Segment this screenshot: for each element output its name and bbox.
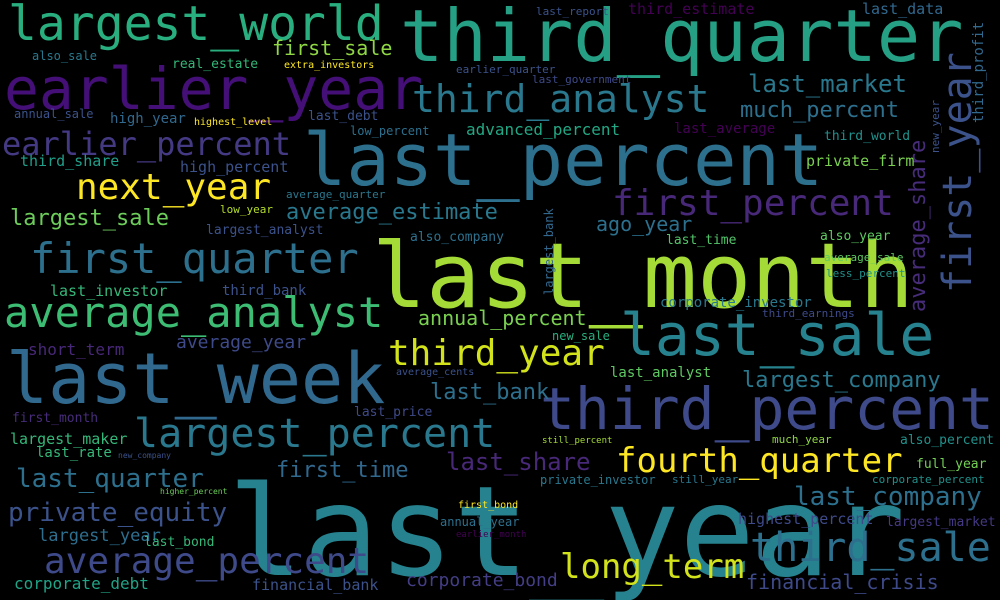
word-largest-world: largest_world	[8, 0, 384, 52]
word-extra-investors: extra_investors	[284, 60, 375, 71]
word-third-year: third_year	[388, 333, 605, 374]
word-last-report: last_report	[536, 5, 609, 18]
word-third-earnings: third_earnings	[762, 307, 855, 320]
word-first-bond: first_bond	[458, 500, 519, 511]
word-still-percent: still_percent	[542, 436, 613, 446]
word-annual-year: annual_year	[440, 515, 520, 529]
word-earlier-quarter: earlier_quarter	[456, 63, 556, 76]
word-third-share: third_share	[20, 152, 120, 170]
word-also-sale: also_sale	[32, 49, 98, 63]
word-much-year: much_year	[772, 433, 832, 446]
word-private-equity: private_equity	[8, 498, 228, 528]
word-largest-market: largest_market	[886, 515, 996, 530]
word-corporate-debt: corporate_debt	[14, 574, 149, 593]
word-next-year: next_year	[76, 167, 272, 208]
word-corporate-bond: corporate_bond	[406, 570, 558, 591]
word-real-estate: real_estate	[172, 57, 259, 72]
word-corporate-percent: corporate_percent	[872, 473, 985, 486]
word-last-data: last_data	[862, 0, 944, 18]
word-corporate-investor: corporate_investor	[660, 295, 812, 311]
word-last-market: last_market	[748, 70, 907, 98]
word-advanced-percent: advanced_percent	[466, 120, 621, 139]
word-third-estimate: third_estimate	[628, 0, 755, 18]
word-last-rate: last_rate	[36, 445, 112, 461]
word-average-year: average_year	[176, 332, 307, 353]
word-high-percent: high_percent	[180, 158, 289, 176]
word-still-year: still_year	[672, 473, 739, 486]
word-highest-level: highest_level	[194, 117, 273, 128]
word-fourth-quarter: fourth_quarter	[616, 441, 903, 481]
word-last-sale: last_sale	[620, 301, 935, 369]
word-short-term: short_term	[28, 340, 125, 359]
word-last-debt: last_debt	[308, 109, 379, 124]
word-first-month: first_month	[12, 411, 99, 426]
word-also-year: also_year	[820, 229, 891, 244]
word-average-quarter: average_quarter	[286, 188, 386, 201]
word-largest-sale: largest_sale	[10, 206, 169, 231]
word-also-percent: also_percent	[900, 433, 994, 448]
word-full-year: full_year	[916, 457, 987, 472]
word-earlier-month: earlier_month	[456, 530, 527, 540]
word-low-percent: low_percent	[350, 124, 430, 138]
word-financial-crisis: financial_crisis	[746, 570, 939, 594]
word-third-quarter: third_quarter	[400, 0, 964, 78]
word-last-price: last_price	[354, 405, 433, 420]
word-last-month: last_month	[372, 224, 914, 329]
word-last-year: last_year	[228, 460, 906, 600]
word-last-bank: last_bank	[430, 380, 550, 405]
word-largest-analyst: largest_analyst	[206, 223, 324, 238]
word-average-cents: average_cents	[396, 367, 475, 378]
word-third-sale: third_sale	[750, 525, 991, 571]
word-annual-sale: annual_sale	[14, 107, 94, 121]
word-earlier-year: earlier_year	[4, 55, 424, 123]
word-less-percent: less_percent	[826, 267, 906, 280]
word-largest-year: largest_year	[38, 526, 161, 546]
word-highest-percent: highest_percent	[738, 510, 874, 528]
word-first-percent: first_percent	[612, 183, 894, 224]
word-last-government: last_government	[532, 73, 632, 86]
word-largest-percent: largest_percent	[134, 411, 496, 457]
word-first-sale: first_sale	[272, 36, 393, 60]
word-earlier-percent: earlier_percent	[2, 125, 291, 163]
word-long-term: long_term	[560, 547, 745, 587]
word-new-company: new_company	[118, 451, 171, 460]
word-also-company: also_company	[410, 230, 504, 245]
word-new-sale: new_sale	[552, 329, 610, 343]
word-last-company: last_company	[794, 482, 982, 512]
word-ago-year: ago_year	[596, 212, 693, 236]
word-annual-percent: annual_percent	[418, 306, 587, 330]
word-last-percent: last_percent	[303, 118, 824, 202]
word-third-percent: third_percent	[540, 375, 994, 443]
word-first-quarter: first_quarter	[30, 234, 359, 283]
word-third-profit: third_profit	[971, 21, 987, 123]
word-private-investor: private_investor	[540, 473, 656, 487]
word-largest-company: largest_company	[742, 368, 941, 393]
word-much-percent: much_percent	[740, 98, 899, 123]
word-last-investor: last_investor	[50, 282, 168, 300]
word-average-analyst: average_analyst	[4, 288, 384, 337]
word-higher-percent: higher_percent	[160, 487, 228, 496]
word-average-percent: average_percent	[44, 541, 370, 582]
word-largest-maker: largest_maker	[10, 430, 128, 448]
word-financial-bank: financial_bank	[252, 576, 379, 594]
word-last-quarter: last_quarter	[16, 464, 204, 494]
word-average-sale: average_sale	[824, 251, 904, 264]
word-third-analyst: third_analyst	[412, 77, 710, 121]
word-first-time: first_time	[276, 458, 409, 483]
word-new-year: new_year	[929, 100, 942, 153]
word-last-average: last_average	[674, 121, 776, 137]
word-last-bond: last_bond	[144, 535, 215, 550]
word-third-world: third_world	[824, 129, 911, 144]
word-high-year: high_year	[110, 111, 186, 127]
word-average-estimate: average_estimate	[286, 200, 498, 225]
word-private-firm: private_firm	[806, 152, 915, 170]
word-third-bank: third_bank	[222, 283, 307, 299]
word-low-year: low_year	[220, 203, 273, 216]
word-largest-bank: largest_bank	[542, 208, 556, 295]
word-last-share: last_share	[446, 448, 591, 476]
word-last-week: last_week	[6, 338, 386, 420]
word-last-time: last_time	[666, 233, 737, 248]
word-last-analyst: last_analyst	[610, 365, 712, 381]
